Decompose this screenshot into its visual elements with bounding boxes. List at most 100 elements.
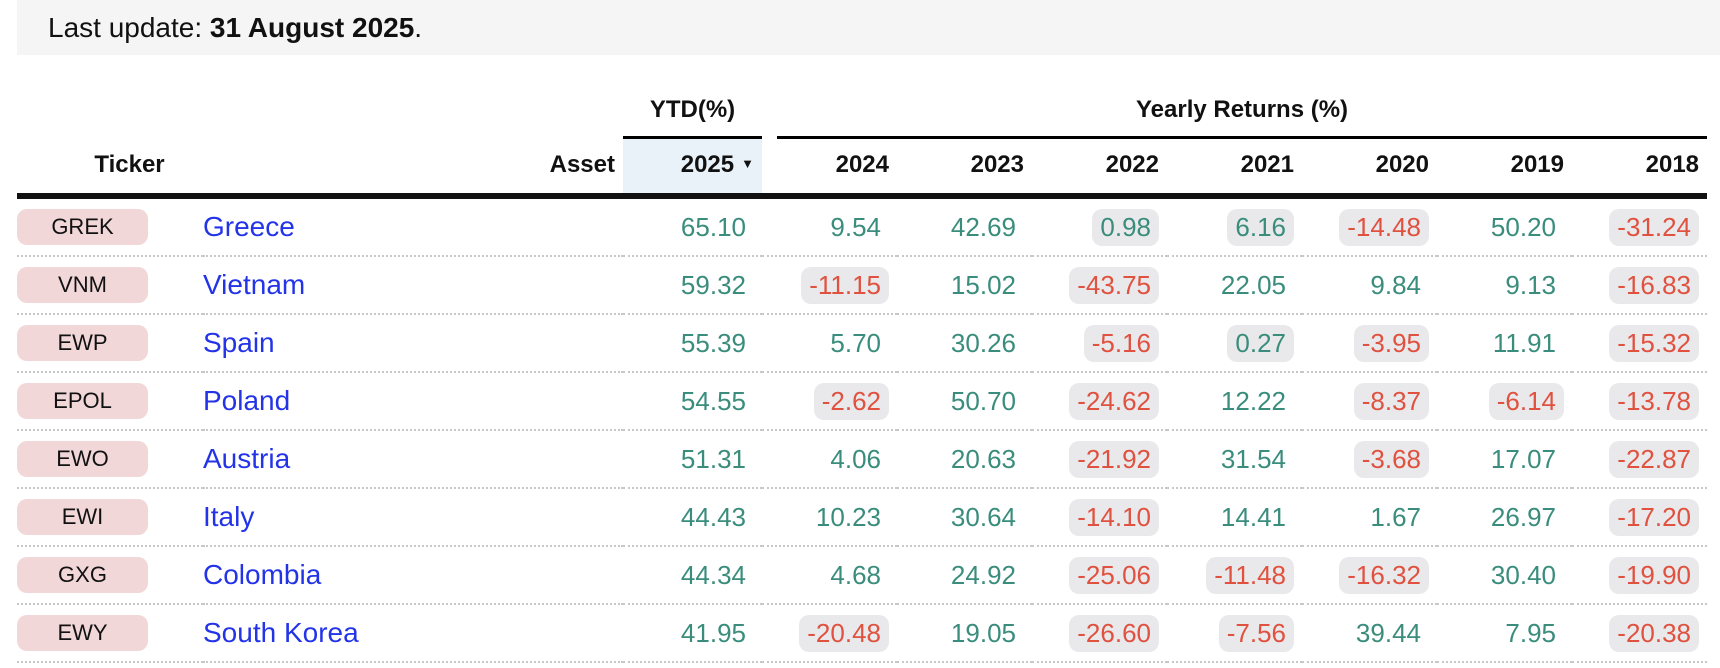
return-cell: 26.97 [1437,488,1572,547]
return-cell: 0.27 [1167,314,1302,373]
ytd-year-label: 2025 [680,151,735,178]
return-value: 50.70 [950,385,1016,416]
return-cell: -20.38 [1572,604,1708,663]
return-cell: 12.22 [1167,372,1302,431]
return-cell: -21.92 [1032,430,1167,489]
return-cell: 4.68 [762,546,897,605]
return-cell: 11.91 [1437,314,1572,373]
return-value: 42.69 [950,211,1016,242]
asset-cell: Colombia [203,546,623,605]
return-value: 15.02 [950,269,1016,300]
year-column-header-2019: 2019 [1437,139,1572,199]
asset-link[interactable]: Vietnam [203,269,306,300]
table-row: EWP Spain 55.39 5.70 30.26 -5.16 0.27 -3.95 11.9… [17,314,1708,373]
asset-link[interactable]: Greece [203,211,295,242]
return-value: -15.32 [1609,324,1700,362]
return-value: 4.06 [830,443,881,474]
return-cell: -11.15 [762,256,897,315]
return-value: 7.95 [1505,617,1556,648]
group-header-row: YTD(%) Yearly Returns (%) [17,83,1708,139]
last-update-label: Last update: [48,11,203,43]
return-value: -14.10 [1069,498,1159,536]
ticker-badge: VNM [17,267,148,303]
return-cell: 30.26 [897,314,1032,373]
return-value: 14.41 [1220,501,1286,532]
return-cell: -13.78 [1572,372,1708,431]
return-cell: 44.43 [623,488,762,547]
return-value: 26.97 [1490,501,1556,532]
year-column-header-2022: 2022 [1032,139,1167,199]
ytd-2025-sort-header[interactable]: 2025 ▼ [623,139,762,199]
return-cell: 20.63 [897,430,1032,489]
ticker-cell: GXG [17,546,203,605]
returns-table: YTD(%) Yearly Returns (%) Ticker Asset 2… [17,83,1708,663]
return-value: -26.60 [1069,614,1159,652]
return-cell: -7.56 [1167,604,1302,663]
return-value: -16.32 [1339,556,1429,594]
asset-column-header: Asset [203,139,623,199]
return-cell: 1.67 [1302,488,1437,547]
return-cell: -14.10 [1032,488,1167,547]
return-value: -31.24 [1609,208,1700,246]
asset-link[interactable]: Italy [203,501,255,532]
return-cell: -8.37 [1302,372,1437,431]
return-value: -16.83 [1609,266,1700,304]
ticker-cell: EWY [17,604,203,663]
return-cell: 51.31 [623,430,762,489]
return-cell: 44.34 [623,546,762,605]
return-value: -20.48 [799,614,889,652]
column-header-row: Ticker Asset 2025 ▼ 2024 2023 2022 2021 2… [17,139,1708,199]
ticker-cell: EWI [17,488,203,547]
return-cell: 14.41 [1167,488,1302,547]
return-cell: 39.44 [1302,604,1437,663]
ticker-cell: EWO [17,430,203,489]
return-cell: 9.13 [1437,256,1572,315]
year-column-header-2023: 2023 [897,139,1032,199]
return-value: -5.16 [1083,324,1159,362]
asset-link[interactable]: Poland [203,385,291,416]
return-value: 51.31 [680,443,746,474]
ticker-badge: EPOL [17,383,148,419]
return-cell: -15.32 [1572,314,1708,373]
return-value: 65.10 [680,211,746,242]
asset-cell: South Korea [203,604,623,663]
return-cell: 30.40 [1437,546,1572,605]
return-value: -43.75 [1069,266,1159,304]
return-cell: 9.84 [1302,256,1437,315]
return-value: 4.68 [830,559,881,590]
return-value: 12.22 [1220,385,1286,416]
return-value: 10.23 [815,501,881,532]
return-cell: -20.48 [762,604,897,663]
return-cell: 50.70 [897,372,1032,431]
return-cell: 19.05 [897,604,1032,663]
ytd-group-header: YTD(%) [623,83,762,139]
return-cell: -19.90 [1572,546,1708,605]
return-cell: 31.54 [1167,430,1302,489]
asset-link[interactable]: Spain [203,327,275,358]
return-cell: 15.02 [897,256,1032,315]
yearly-returns-group-label: Yearly Returns (%) [777,96,1708,139]
return-cell: -3.68 [1302,430,1437,489]
return-cell: -25.06 [1032,546,1167,605]
return-value: 22.05 [1220,269,1286,300]
return-cell: 17.07 [1437,430,1572,489]
asset-link[interactable]: Colombia [203,559,322,590]
return-value: 20.63 [950,443,1016,474]
year-column-header-2024: 2024 [762,139,897,199]
return-value: -8.37 [1353,382,1429,420]
asset-link[interactable]: Austria [203,443,291,474]
last-update-bar: Last update: 31 August 2025 . [17,0,1720,55]
ticker-cell: VNM [17,256,203,315]
ticker-badge: EWY [17,615,148,651]
last-update-date: 31 August 2025 [209,11,415,43]
return-cell: -26.60 [1032,604,1167,663]
return-value: 0.98 [1092,208,1159,246]
return-cell: 55.39 [623,314,762,373]
return-value: 54.55 [680,385,746,416]
return-cell: 6.16 [1167,196,1302,257]
ticker-badge: GREK [17,209,148,245]
return-cell: 0.98 [1032,196,1167,257]
return-value: 31.54 [1220,443,1286,474]
asset-link[interactable]: South Korea [203,617,359,648]
return-value: 55.39 [680,327,746,358]
